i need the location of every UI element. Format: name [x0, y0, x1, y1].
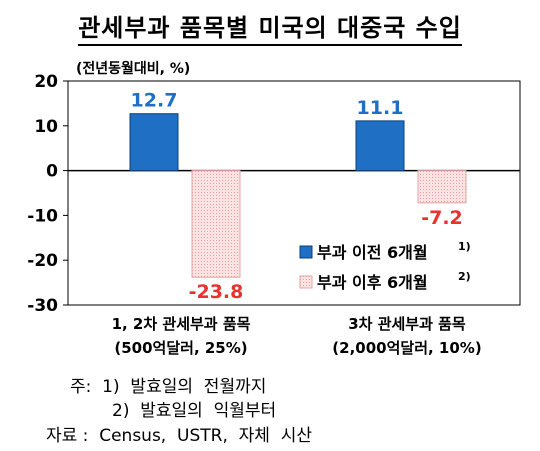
legend-label-1: 부과 이전 6개월: [317, 243, 428, 262]
legend-label-2: 부과 이후 6개월: [317, 273, 428, 292]
category-label: (500억달러, 25%): [114, 339, 247, 357]
data-label: -23.8: [189, 281, 244, 303]
y-tick-label: 20: [34, 72, 58, 92]
legend-footnote-1: 1): [458, 240, 471, 253]
bar-before-1: [129, 113, 179, 172]
category-label: 3차 관세부과 품목: [348, 315, 466, 333]
chart-title: 관세부과 품목별 미국의 대중국 수입: [0, 8, 540, 46]
plot-frame: [67, 80, 521, 306]
note-2: 2) 발효일의 익월부터: [112, 401, 277, 421]
y-tick-label: 0: [46, 162, 58, 182]
data-label: 11.1: [357, 97, 404, 119]
data-label: -7.2: [421, 207, 463, 229]
chart-title-text: 관세부과 품목별 미국의 대중국 수입: [78, 14, 462, 46]
y-tick-label: -30: [27, 296, 58, 316]
category-label: 1, 2차 관세부과 품목: [112, 315, 251, 333]
note-1: 주: 1) 발효일의 전월까지: [70, 377, 267, 397]
bar-after-1: [191, 170, 241, 278]
bar-after-2: [417, 170, 467, 204]
y-tick-label: 10: [34, 117, 58, 137]
category-label: (2,000억달러, 10%): [332, 339, 481, 357]
legend-footnote-2: 2): [458, 270, 471, 283]
bar-before-2: [355, 120, 405, 172]
y-tick-label: -20: [27, 251, 58, 271]
unit-label: (전년동월대비, %): [76, 60, 190, 77]
y-tick-label: -10: [27, 206, 58, 226]
data-label: 12.7: [131, 90, 178, 112]
legend-swatch-2: [299, 275, 313, 289]
source-note: 자료 : Census, USTR, 자체 시산: [46, 426, 313, 446]
legend-swatch-1: [299, 245, 313, 259]
